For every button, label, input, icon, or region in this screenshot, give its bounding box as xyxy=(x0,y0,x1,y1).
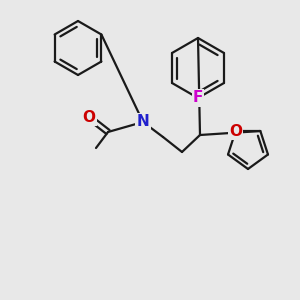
Text: O: O xyxy=(229,124,242,139)
Text: N: N xyxy=(136,115,149,130)
Text: O: O xyxy=(82,110,95,124)
Text: F: F xyxy=(193,91,203,106)
